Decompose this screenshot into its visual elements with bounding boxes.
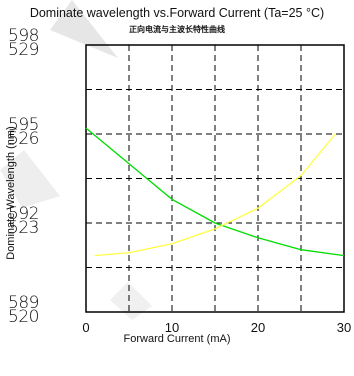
x-tick-label: 30 <box>336 320 352 335</box>
chart-subtitle: 正向电流与主波长特性曲线 <box>129 25 225 34</box>
x-tick-label: 10 <box>164 320 180 335</box>
x-axis-label: Forward Current (mA) <box>123 333 231 345</box>
series-line-2 <box>94 133 336 257</box>
y-tick-label-left: 589 <box>8 293 39 313</box>
y-tick-label-left: 592 <box>8 204 39 224</box>
y-tick-label-right: 520 <box>8 307 39 327</box>
plot-frame <box>85 44 345 313</box>
series-layer <box>85 127 345 257</box>
y-tick-label-right: 529 <box>8 40 39 60</box>
grid-lines <box>86 45 344 312</box>
x-tick-label: 20 <box>250 320 266 335</box>
series-line-1 <box>85 127 345 257</box>
chart-title: Dominate wavelength vs.Forward Current (… <box>29 6 325 20</box>
x-tick-label: 0 <box>82 320 90 335</box>
y-tick-label-left: 595 <box>8 115 39 135</box>
y-tick-label-right: 523 <box>8 218 39 238</box>
y-tick-label-right: 526 <box>8 129 39 149</box>
y-tick-label-left: 598 <box>8 26 39 46</box>
